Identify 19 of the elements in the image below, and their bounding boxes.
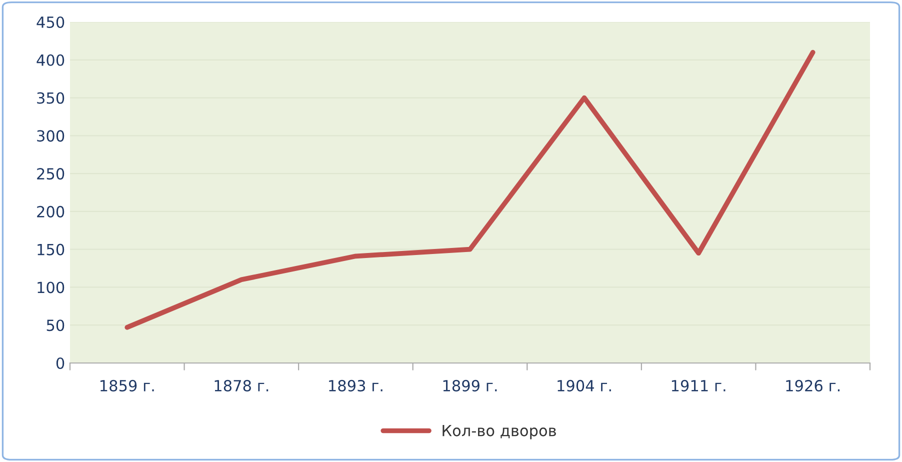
y-tick-label: 100 <box>38 282 64 294</box>
x-tick-label: 1899 г. <box>443 380 497 392</box>
x-tick-label: 1926 г. <box>786 380 840 392</box>
x-tick-label: 1859 г. <box>100 380 154 392</box>
x-tick-label: 1878 г. <box>214 380 268 392</box>
y-tick-label: 350 <box>37 92 64 104</box>
y-tick-label: 250 <box>37 168 64 180</box>
y-tick-label: 150 <box>38 244 64 256</box>
y-tick-label: 50 <box>46 320 64 332</box>
y-tick-label: 0 <box>56 357 64 370</box>
x-tick-label: 1911 г. <box>672 380 726 392</box>
y-tick-label: 200 <box>37 206 64 218</box>
legend-label: Кол-во дворов <box>442 424 556 440</box>
y-tick-label: 450 <box>36 16 64 28</box>
line-series <box>124 50 816 330</box>
x-tick-label: 1893 г. <box>329 380 382 392</box>
y-tick-label: 300 <box>37 130 64 142</box>
y-tick-label: 400 <box>36 54 64 66</box>
x-tick-label: 1904 г. <box>558 380 611 392</box>
